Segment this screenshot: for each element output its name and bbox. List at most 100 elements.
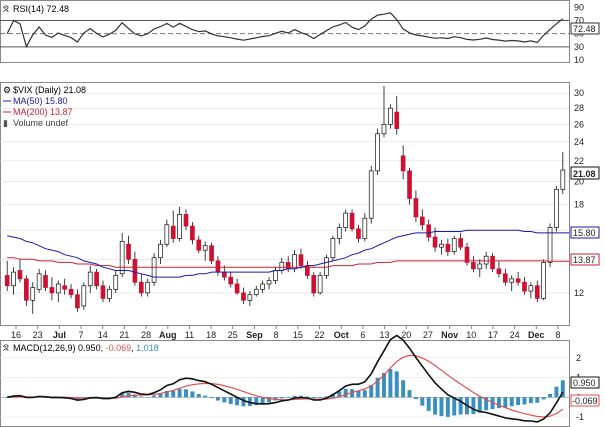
x-tick-label: 10 bbox=[466, 330, 476, 340]
candle bbox=[24, 275, 29, 306]
candle-body bbox=[30, 287, 36, 301]
macd-hist-bar bbox=[541, 397, 546, 400]
candle bbox=[138, 273, 144, 297]
x-tick-label: 13 bbox=[380, 330, 390, 340]
price-y-tick: 20 bbox=[574, 177, 584, 187]
candle bbox=[62, 278, 68, 295]
candle bbox=[368, 165, 374, 224]
macd-hist-bar bbox=[215, 397, 220, 401]
macd-hist-bar bbox=[107, 397, 112, 398]
candle-body bbox=[451, 238, 457, 252]
x-tick-label: 8 bbox=[555, 330, 560, 340]
candle bbox=[183, 209, 189, 231]
x-tick-label: 20 bbox=[401, 330, 411, 340]
candle-body bbox=[509, 278, 515, 283]
candle-body bbox=[375, 133, 380, 172]
x-tick-label: Jul bbox=[53, 330, 66, 340]
volume-bars-icon: ▮ bbox=[3, 118, 8, 128]
candle bbox=[356, 224, 361, 243]
macd-hist-bar bbox=[132, 394, 137, 398]
rsi-y-tick: 90 bbox=[574, 2, 584, 12]
macd-hist-bar bbox=[305, 396, 310, 398]
candle bbox=[17, 259, 23, 283]
macd-hist-bar bbox=[407, 390, 412, 398]
ma200-value-tag bbox=[570, 253, 600, 266]
x-tick-label: 6 bbox=[360, 330, 365, 340]
candle bbox=[311, 272, 317, 297]
candle-body bbox=[62, 285, 68, 290]
x-tick-label: 27 bbox=[423, 330, 433, 340]
rsi-value: 72.48 bbox=[47, 4, 70, 14]
rsi-glyph-icon: ᘝ bbox=[3, 4, 9, 14]
candle-body bbox=[158, 243, 163, 259]
candle-body bbox=[407, 170, 412, 199]
candle-body bbox=[49, 287, 55, 294]
macd-value-tag bbox=[570, 376, 600, 389]
x-tick-label: 21 bbox=[119, 330, 129, 340]
macd-hist-bar bbox=[471, 397, 476, 415]
macd-hist-bar bbox=[445, 397, 450, 417]
candle bbox=[43, 270, 48, 292]
candle bbox=[100, 280, 106, 303]
macd-line bbox=[7, 334, 564, 423]
macd-hist-bar bbox=[388, 368, 393, 398]
candle-body bbox=[145, 281, 151, 294]
candle bbox=[458, 232, 463, 251]
candle-body bbox=[554, 188, 559, 228]
candle bbox=[241, 287, 246, 305]
macd-hist-bar bbox=[554, 386, 559, 398]
candle-body bbox=[234, 283, 240, 294]
macd-hist-bar bbox=[452, 397, 457, 416]
macd-hist-bar bbox=[279, 397, 284, 399]
candle-body bbox=[298, 254, 304, 266]
rsi-title: RSI(14) bbox=[13, 4, 44, 14]
candle-body bbox=[221, 271, 227, 278]
candle bbox=[209, 242, 214, 265]
macd-hist-bar bbox=[350, 389, 355, 398]
macd-label: MACD(12,26,9) 0.950, -0.069, 1.018 bbox=[13, 343, 159, 353]
candle-body bbox=[439, 243, 444, 248]
macd-hist-bar bbox=[458, 397, 463, 415]
candle bbox=[547, 223, 553, 268]
macd-hist-bar bbox=[337, 391, 342, 398]
macd-hist-bar bbox=[139, 396, 144, 398]
candle bbox=[132, 251, 138, 286]
candle-body bbox=[241, 292, 246, 301]
candle-body bbox=[138, 281, 144, 294]
candle-body bbox=[496, 268, 502, 275]
candle-body bbox=[113, 275, 119, 290]
candle-body bbox=[55, 283, 61, 294]
candle bbox=[528, 282, 534, 299]
candle-body bbox=[534, 285, 540, 299]
candle-body bbox=[100, 285, 106, 299]
macd-hist-bar bbox=[420, 397, 425, 406]
candle-body bbox=[464, 246, 470, 263]
macd-hist-bar bbox=[375, 377, 380, 398]
ma50-legend: MA(50) 15.80 bbox=[13, 96, 68, 106]
candle-body bbox=[177, 214, 182, 239]
candle bbox=[190, 222, 195, 245]
candle-body bbox=[126, 243, 131, 260]
macd-hist-bar bbox=[324, 396, 329, 398]
x-tick-label: 16 bbox=[11, 330, 21, 340]
candle bbox=[113, 270, 119, 293]
candle-body bbox=[336, 227, 342, 239]
candle bbox=[375, 128, 380, 176]
candle-body bbox=[445, 243, 451, 252]
price-y-tick: 30 bbox=[574, 88, 584, 98]
candle bbox=[30, 282, 36, 314]
macd-hist-bar bbox=[522, 397, 527, 405]
candle bbox=[298, 248, 304, 269]
macd-hist-bar bbox=[369, 385, 374, 398]
candle-body bbox=[413, 198, 419, 218]
candle-body bbox=[151, 257, 157, 283]
macd-y-tick: 2 bbox=[576, 353, 581, 363]
price-y-tick: 26 bbox=[574, 119, 584, 129]
x-tick-label: Sep bbox=[246, 330, 263, 340]
candle-body bbox=[202, 245, 208, 251]
candle bbox=[400, 145, 406, 180]
volume-legend: Volume undef bbox=[13, 118, 69, 128]
candle bbox=[541, 259, 546, 301]
candle bbox=[388, 104, 393, 129]
candle bbox=[36, 268, 42, 293]
